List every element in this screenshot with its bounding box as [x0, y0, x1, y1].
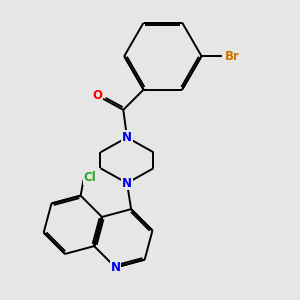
Text: Br: Br	[225, 50, 239, 63]
Text: Cl: Cl	[83, 171, 96, 184]
Text: N: N	[110, 261, 121, 274]
Text: O: O	[93, 88, 103, 102]
Text: N: N	[122, 131, 132, 144]
Text: N: N	[122, 177, 132, 190]
